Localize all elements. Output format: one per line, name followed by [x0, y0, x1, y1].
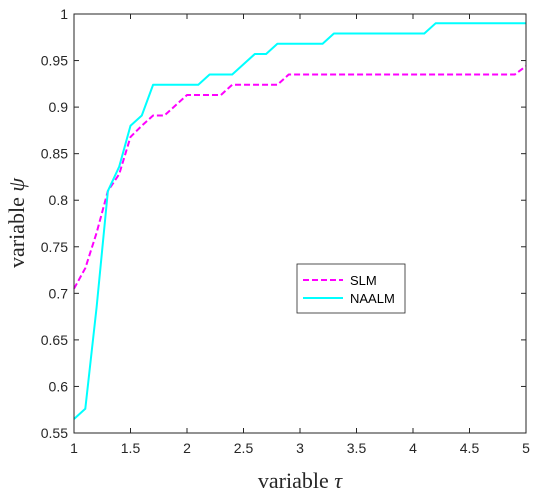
legend-box — [296, 263, 406, 314]
x-tick-label: 4.5 — [460, 440, 480, 456]
legend: SLM NAALM — [296, 263, 406, 314]
y-axis-title-symbol: ψ — [4, 178, 29, 192]
x-axis-title-symbol: τ — [334, 468, 343, 493]
y-tick-label: 1 — [60, 6, 68, 22]
x-axis-title-prefix: variable — [258, 468, 329, 493]
y-tick-label: 0.9 — [49, 99, 69, 115]
y-tick-label: 0.85 — [41, 146, 68, 162]
y-tick-label: 0.8 — [49, 192, 69, 208]
y-axis-title-prefix: variable — [4, 197, 29, 268]
y-tick-label: 0.65 — [41, 332, 68, 348]
x-tick-label: 3 — [296, 440, 304, 456]
legend-label-naalm: NAALM — [350, 291, 395, 306]
y-tick-label: 0.95 — [41, 53, 68, 69]
plot-area — [74, 14, 526, 433]
y-tick-label: 0.7 — [49, 285, 69, 301]
x-tick-label: 1 — [70, 440, 78, 456]
x-tick-labels: 1 1.5 2 2.5 3 3.5 4 4.5 5 — [70, 440, 530, 456]
x-tick-label: 2.5 — [234, 440, 254, 456]
y-tick-label: 0.6 — [49, 378, 69, 394]
series-line-slm — [73, 65, 527, 290]
x-tick-label: 4 — [409, 440, 417, 456]
x-tick-label: 1.5 — [121, 440, 141, 456]
series-layer — [73, 22, 527, 420]
y-axis-title: variable ψ — [4, 178, 29, 268]
legend-label-slm: SLM — [350, 273, 377, 288]
x-axis-title: variable τ — [258, 468, 343, 493]
x-tick-label: 5 — [522, 440, 530, 456]
x-tick-label: 2 — [183, 440, 191, 456]
y-tick-label: 0.75 — [41, 239, 68, 255]
y-tick-label: 0.55 — [41, 425, 68, 441]
tick-layer — [73, 13, 527, 434]
series-line-naalm — [73, 22, 526, 420]
x-tick-label: 3.5 — [347, 440, 367, 456]
y-tick-labels: 0.55 0.6 0.65 0.7 0.75 0.8 0.85 0.9 0.95 1 — [41, 6, 68, 441]
